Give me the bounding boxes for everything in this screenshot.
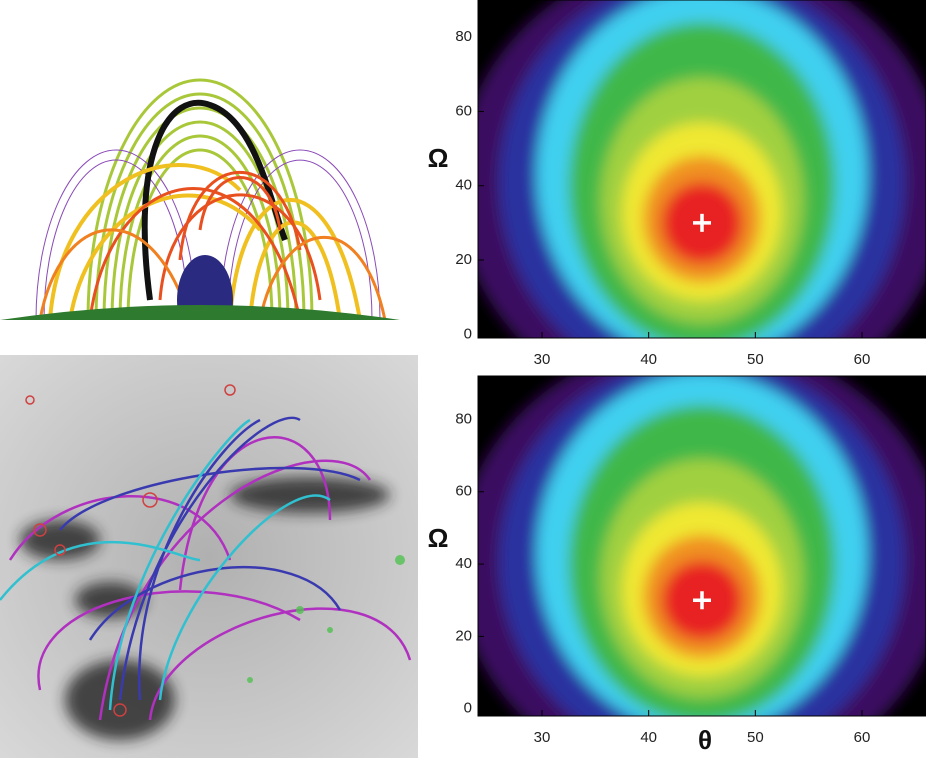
x-tick-label: 30 [534, 351, 551, 368]
heatmap-area [478, 0, 926, 338]
plot-frame [477, 375, 926, 717]
y-tick-label: 20 [455, 627, 472, 644]
loop-overlay-image [0, 355, 418, 758]
plot-frame [477, 0, 926, 339]
y-axis-label: Ω [428, 143, 449, 173]
y-axis-label: Ω [428, 523, 449, 553]
y-tick-label: 0 [464, 700, 472, 717]
y-tick-label: 80 [455, 410, 472, 427]
x-tick-label: 40 [640, 351, 657, 368]
x-tick-label: 50 [747, 729, 764, 746]
y-tick-label: 40 [455, 555, 472, 572]
x-tick-label: 50 [747, 351, 764, 368]
y-tick-label: 20 [455, 251, 472, 268]
heatmap-field [478, 0, 926, 338]
x-tick-label: 60 [854, 729, 871, 746]
heatmap-area [478, 376, 926, 716]
field-line-render [0, 78, 400, 320]
y-tick-label: 80 [455, 28, 472, 45]
y-tick-label: 60 [455, 102, 472, 119]
x-axis-label: θ [698, 725, 712, 755]
y-tick-label: 40 [455, 177, 472, 194]
x-tick-label: 60 [854, 351, 871, 368]
y-tick-label: 60 [455, 483, 472, 500]
y-tick-label: 0 [464, 325, 472, 342]
x-tick-label: 40 [640, 729, 657, 746]
heatmap-field [478, 376, 926, 716]
x-tick-label: 30 [534, 729, 551, 746]
